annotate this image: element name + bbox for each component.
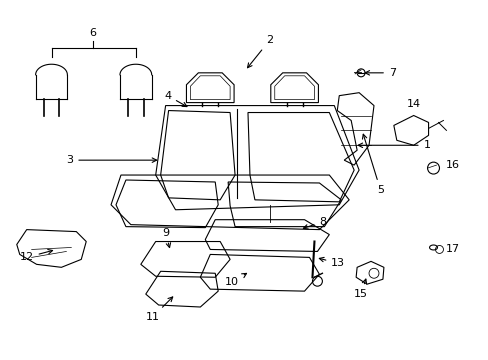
Text: 17: 17 [445, 244, 459, 255]
Text: 11: 11 [145, 297, 172, 322]
Text: 6: 6 [89, 28, 97, 38]
Text: 5: 5 [362, 134, 383, 195]
Text: 10: 10 [224, 273, 246, 287]
Text: 4: 4 [163, 91, 186, 107]
Text: 8: 8 [303, 217, 326, 229]
Text: 16: 16 [445, 160, 459, 170]
Text: 9: 9 [162, 228, 170, 248]
Text: 2: 2 [247, 35, 273, 68]
Text: 14: 14 [406, 99, 420, 109]
Text: 1: 1 [357, 140, 430, 150]
Text: 3: 3 [66, 155, 156, 165]
Text: 12: 12 [20, 249, 53, 262]
Text: 13: 13 [319, 257, 345, 268]
Text: 7: 7 [365, 68, 395, 78]
Text: 15: 15 [353, 279, 367, 299]
